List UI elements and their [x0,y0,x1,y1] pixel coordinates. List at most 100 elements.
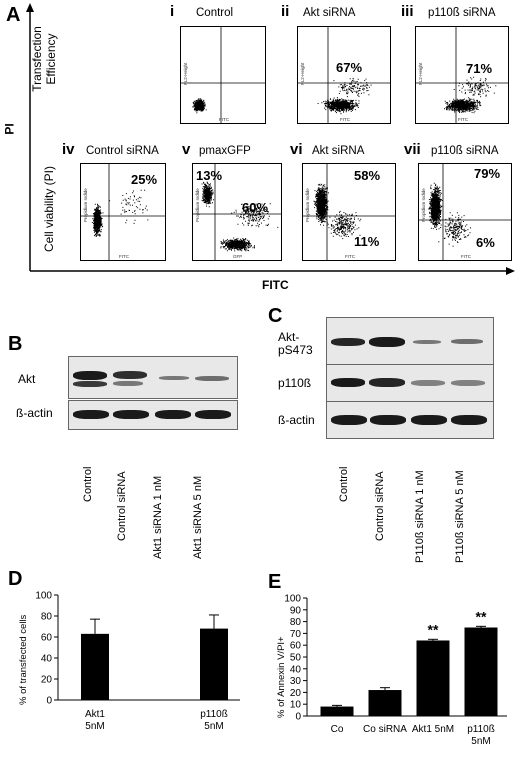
plot-v-numeral: v [182,141,191,158]
plot-iii-numeral: iii [401,3,414,20]
blot-b-lane-1: Control [82,466,94,502]
category-label-3: p110ß [467,724,495,735]
bar-2 [416,640,450,716]
svg-text:FL2-Height: FL2-Height [183,62,188,85]
blot-c-label-actin: ß-actin [278,413,315,427]
svg-text:Propidium Iodide: Propidium Iodide [305,188,310,222]
y-tick-label: 80 [290,617,302,628]
category-label-0: Akt1 [85,709,105,720]
y-tick-label: 60 [290,641,302,652]
plot-iv-numeral: iv [62,141,75,158]
significance-2: ** [428,621,439,637]
svg-text:Propidium Iodide: Propidium Iodide [421,188,426,222]
plot-iv-title: Control siRNA [86,145,159,157]
svg-text:Propidium Iodide: Propidium Iodide [83,188,88,222]
y-tick-label: 50 [290,653,302,664]
category-label-0: 5nM [85,721,104,732]
bar-0 [320,706,354,716]
panel-a-frame [24,3,515,275]
flow-plot-i: FL2-Height FITC [180,26,266,124]
plot-iii-percent: 71% [466,61,493,76]
plot-ii-percent: 67% [336,60,363,75]
row-label-line-1: Transfection [30,26,44,92]
panel-label-a: A [6,4,21,26]
x-axis-label-fitc: FITC [262,278,289,292]
y-tick-label: 20 [41,675,53,686]
plot-ii-title: Akt siRNA [303,7,356,19]
row-label-line-2: Efficiency [44,33,58,85]
blot-c-label-akt-ps473: Akt- pS473 [278,330,313,357]
plot-i-title: Control [196,7,234,19]
y-tick-label: 20 [290,688,302,699]
blot-b-akt [68,356,238,399]
blot-c-akt-ps473 [326,317,494,365]
plot-vii-percent-bottom: 6% [476,235,495,250]
blot-b-actin [68,400,238,430]
blot-c-actin [326,401,494,439]
panel-label-c: C [268,305,283,327]
plot-vii-numeral: vii [404,141,421,158]
blot-c-p110b [326,364,494,402]
plot-iii-title: p110ß siRNA [428,7,496,19]
blot-b-lane-3: Akt1 siRNA 1 nM [152,475,164,559]
plot-v-title: pmaxGFP [199,145,251,157]
bar-1 [368,690,402,716]
panel-label-e: E [268,571,282,593]
y-tick-label: 0 [295,712,301,723]
blot-b-lane-4: Akt1 siRNA 5 nM [192,475,204,559]
flow-plot-iv: Propidium Iodide FITC [80,163,166,261]
row-label-cell-viability: Cell viability (PI) [42,165,56,252]
blot-c-label-p110b: p110ß [278,376,312,390]
y-tick-label: 100 [35,591,52,602]
svg-text:FL2-Height: FL2-Height [300,62,305,85]
plot-i-numeral: i [170,3,175,20]
row-label-transfection-efficiency: Transfection Efficiency [30,14,60,104]
plot-v-percent: 60% [242,200,269,215]
svg-text:FITC: FITC [340,117,351,122]
plot-vi-percent-bottom: 11% [354,234,380,249]
category-label-3: 5nM [471,736,490,747]
blot-b-label-actin: ß-actin [16,406,53,420]
y-tick-label: 80 [41,612,53,623]
flow-plot-iii: FL2-Height FITC [415,26,509,124]
svg-text:FL2-Height: FL2-Height [418,62,423,85]
blot-b-lane-2: Control siRNA [116,471,128,541]
svg-text:Propidium Iodide: Propidium Iodide [195,188,200,222]
blot-c-lane-1: Control [338,466,350,502]
plot-vi-numeral: vi [290,141,303,158]
y-axis-label-pi: PI [2,123,17,135]
flow-plot-vii: Propidium Iodide FITC [418,163,512,261]
blot-c-lane-3: P110ß siRNA 1 nM [414,470,426,563]
flow-plot-ii: FL2-Height FITC [297,26,391,124]
svg-text:FITC: FITC [345,254,356,259]
category-label-1: Co siRNA [363,724,407,735]
significance-3: ** [476,608,487,624]
category-label-2: Akt1 5nM [412,724,454,735]
y-tick-label: 30 [290,676,302,687]
blot-b-label-akt: Akt [18,372,36,386]
svg-text:FITC: FITC [461,254,472,259]
plot-vi-title: Akt siRNA [312,145,365,157]
svg-text:FITC: FITC [458,117,469,122]
plot-vii-percent-top: 79% [474,166,501,181]
y-tick-label: 40 [290,664,302,675]
y-tick-label: 90 [290,605,302,616]
svg-text:FITC: FITC [219,117,230,122]
panel-label-d: D [8,568,23,590]
y-tick-label: 0 [46,696,52,707]
plot-iv-percent: 25% [131,172,158,187]
plot-vi-percent-top: 58% [354,168,381,183]
category-label-1: 5nM [204,721,223,732]
panel-label-b: B [8,333,23,355]
category-label-1: p110ß [200,709,228,720]
blot-c-lane-4: P110ß siRNA 5 nM [454,470,466,563]
plot-v-percent-left: 13% [196,168,223,183]
flow-plot-v: Propidium Iodide GFP [192,163,282,261]
plot-vii-title: p110ß siRNA [431,145,499,157]
y-tick-label: 100 [284,594,301,605]
svg-text:GFP: GFP [233,254,242,259]
bar-3 [464,627,498,716]
plot-ii-numeral: ii [281,3,290,20]
